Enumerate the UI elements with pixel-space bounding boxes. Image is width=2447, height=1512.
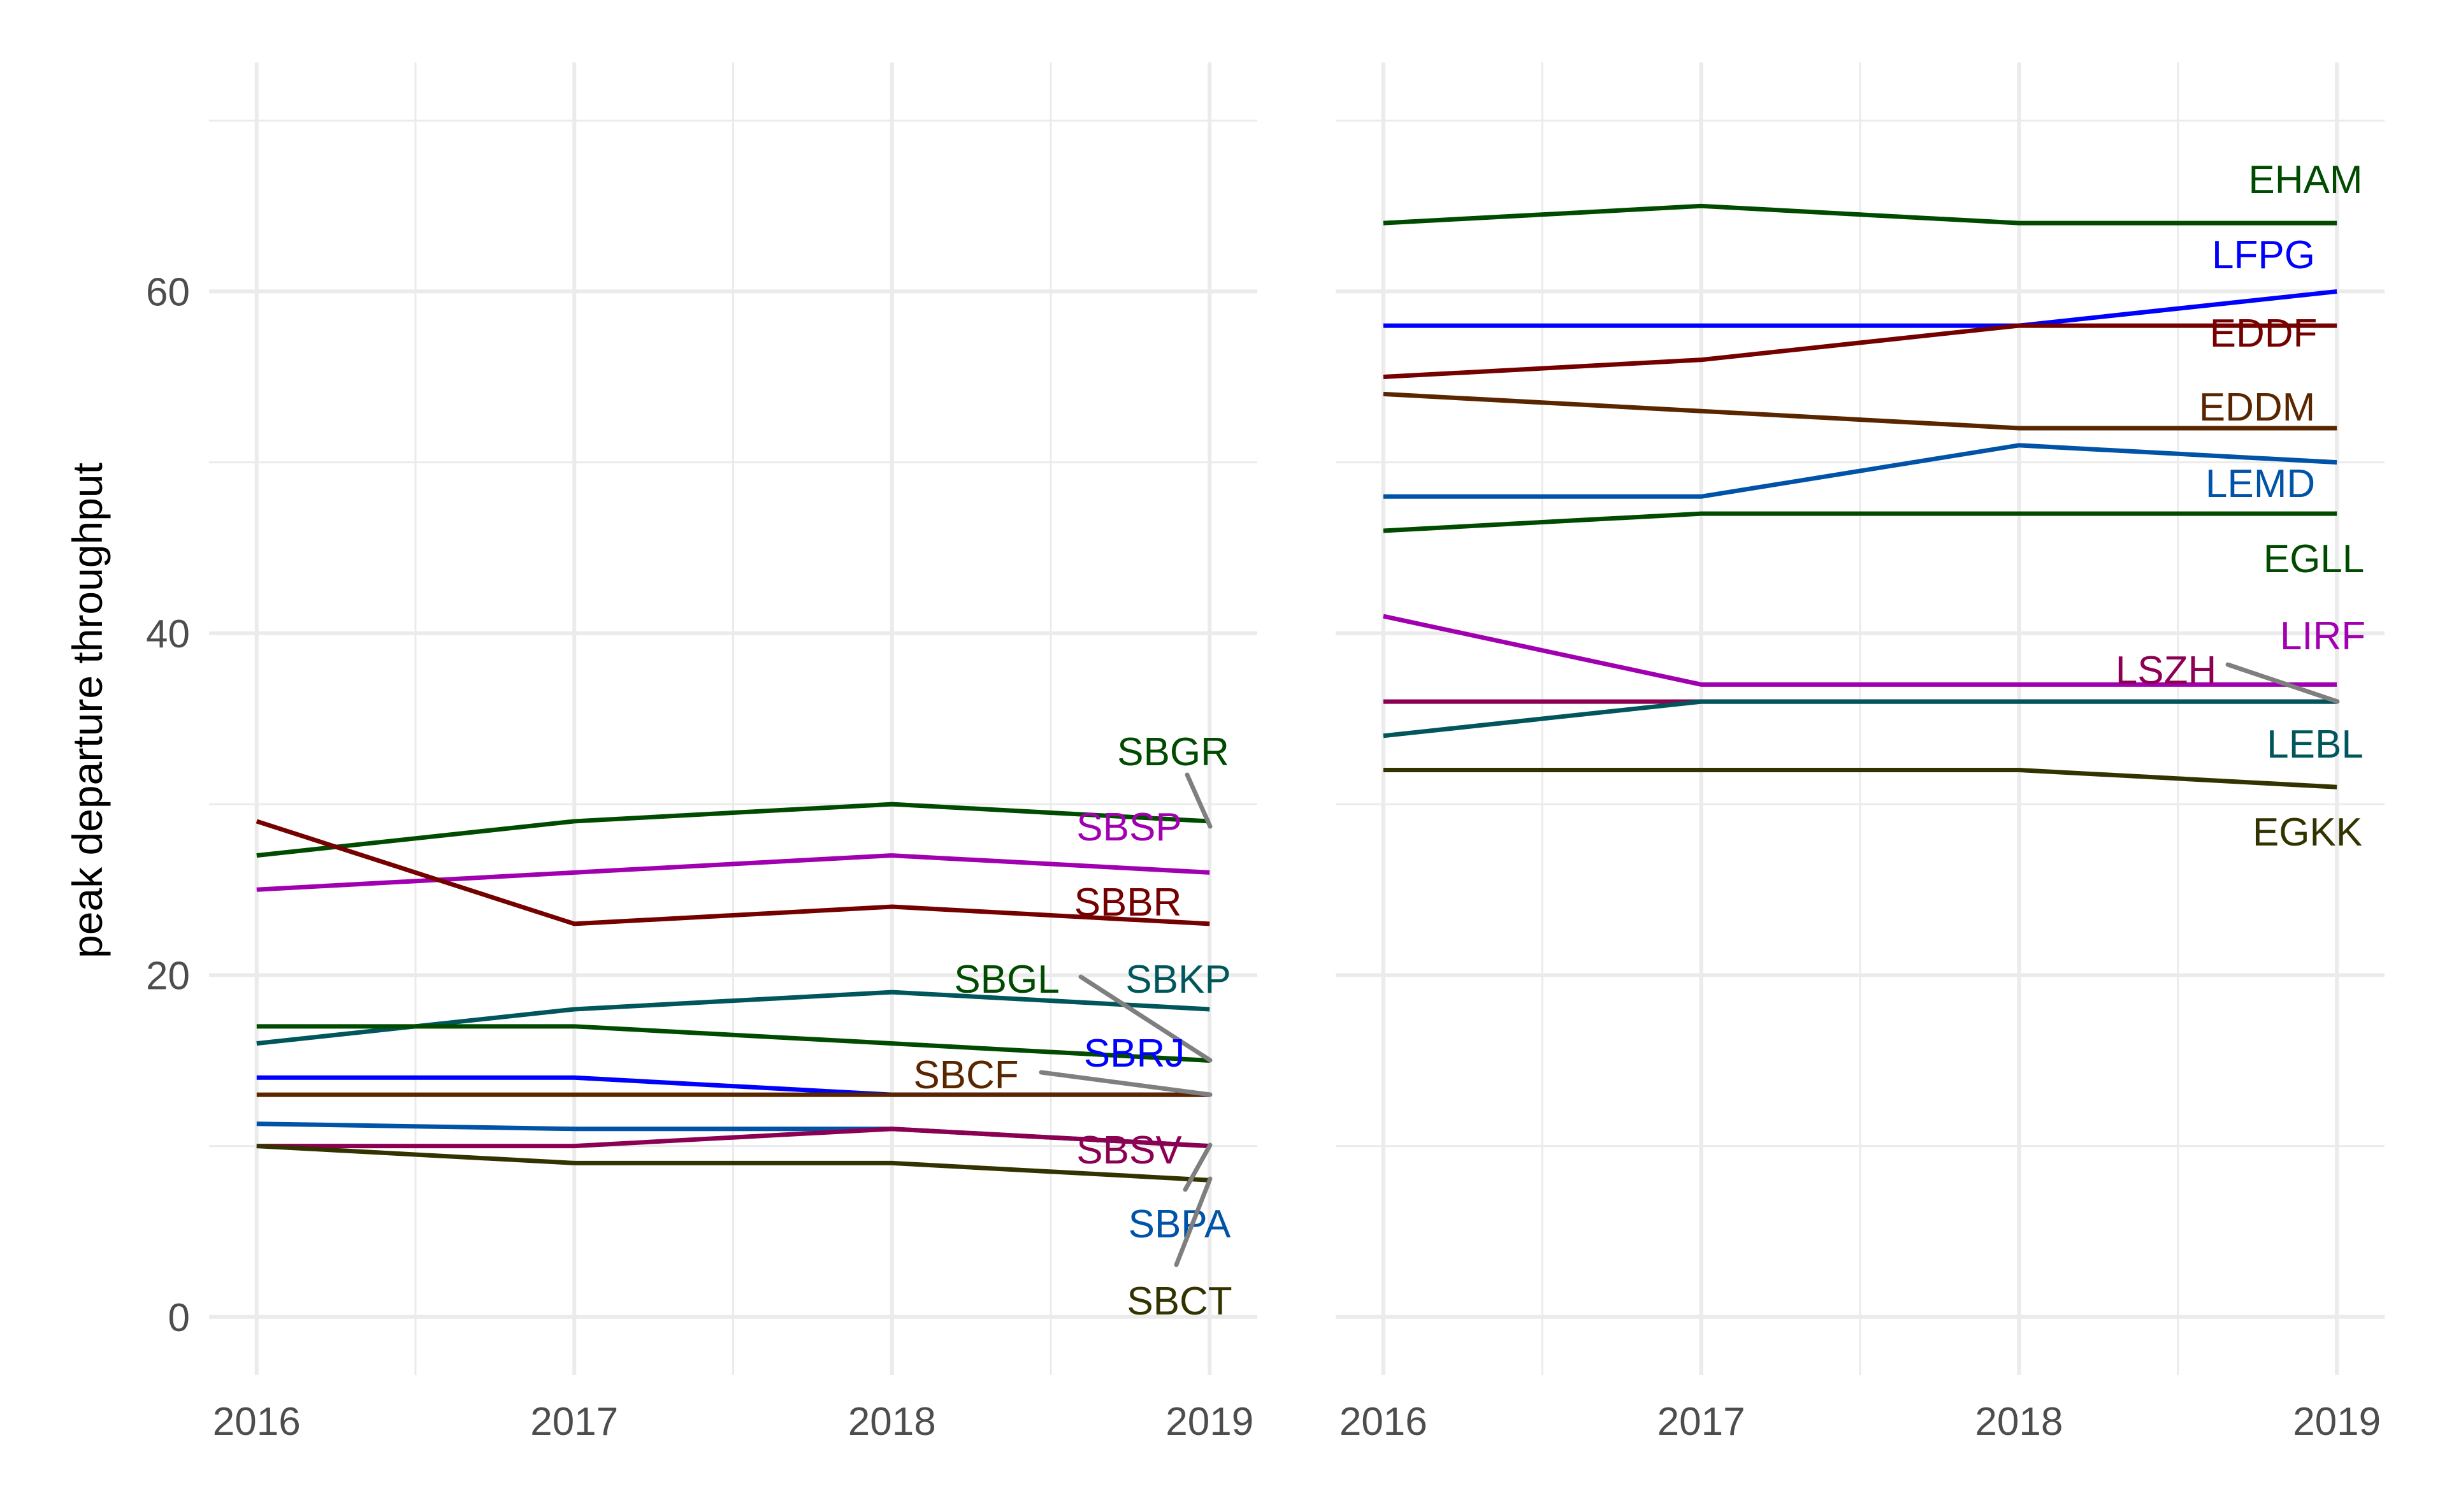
x-tick-label: 2016 bbox=[213, 1400, 301, 1444]
label-connector-sbpa bbox=[1183, 1142, 1213, 1192]
series-label-sbgl: SBGL bbox=[954, 958, 1059, 1002]
series-label-sbct: SBCT bbox=[1127, 1279, 1232, 1323]
series-label-eddf: EDDF bbox=[2210, 312, 2318, 356]
series-label-lszh: LSZH bbox=[2116, 649, 2216, 693]
series-label-lemd: LEMD bbox=[2205, 462, 2315, 506]
series-label-sbpa: SBPA bbox=[1129, 1202, 1231, 1246]
label-connector-lszh bbox=[2225, 662, 2340, 704]
series-label-sbrj: SBRJ bbox=[1084, 1032, 1185, 1076]
series-label-egll: EGLL bbox=[2263, 537, 2365, 581]
y-tick-label: 20 bbox=[146, 954, 190, 998]
y-tick-label: 60 bbox=[146, 270, 190, 314]
series-line-eddf bbox=[1383, 323, 2337, 380]
series-label-lebl: LEBL bbox=[2267, 723, 2364, 767]
series-line-lirf bbox=[1383, 614, 2337, 687]
panel-right: 2016 2017 2018 2019 EHAM LFPG EDDF EDDM LEMD EGLL… bbox=[1336, 62, 2385, 1444]
series-label-sbgr: SBGR bbox=[1117, 730, 1229, 774]
series-line-egkk bbox=[1383, 767, 2337, 789]
series-label-sbcf: SBCF bbox=[913, 1053, 1018, 1097]
x-tick-label: 2018 bbox=[1975, 1400, 2063, 1444]
series-label-egkk: EGKK bbox=[2253, 810, 2362, 854]
series-label-eddm: EDDM bbox=[2199, 385, 2316, 429]
y-tick-label: 0 bbox=[168, 1296, 190, 1340]
x-tick-label: 2017 bbox=[1657, 1400, 1745, 1444]
x-tick-label: 2016 bbox=[1339, 1400, 1427, 1444]
label-connector-sbct bbox=[1174, 1176, 1213, 1267]
label-connector-sbgr bbox=[1185, 772, 1213, 829]
series-label-eham: EHAM bbox=[2248, 158, 2362, 202]
y-tick-label: 40 bbox=[146, 612, 190, 656]
gridlines bbox=[209, 62, 1257, 1375]
series-label-lirf: LIRF bbox=[2280, 614, 2365, 658]
series-line-lemd bbox=[1383, 443, 2337, 499]
series-label-sbkp: SBKP bbox=[1125, 958, 1231, 1002]
x-tick-label: 2018 bbox=[848, 1400, 936, 1444]
series-line-sbsv bbox=[256, 1127, 1210, 1149]
series-label-sbsp: SBSP bbox=[1076, 805, 1181, 849]
series-line-sbgr bbox=[256, 802, 1210, 858]
series-line-sbgl bbox=[256, 1024, 1210, 1063]
y-axis-title: peak departure throughput bbox=[64, 463, 111, 958]
series-labels: SBGR SBSP SBBR SBKP SBGL SBRJ SBCF SBPA SBSV SBCT bbox=[913, 730, 1232, 1323]
series-labels: EHAM LFPG EDDF EDDM LEMD EGLL LIRF LSZH LEBL EGKK bbox=[2116, 158, 2365, 854]
label-connector-sbgl bbox=[1078, 974, 1213, 1063]
series-line-lfpg bbox=[1383, 289, 2337, 328]
series-line-sbsp bbox=[256, 853, 1210, 892]
series-lines bbox=[1383, 203, 2337, 789]
series-line-lebl bbox=[1383, 699, 2337, 738]
series-line-eham bbox=[1383, 203, 2337, 226]
x-tick-label: 2019 bbox=[2293, 1400, 2381, 1444]
series-line-sbct bbox=[256, 1144, 1210, 1183]
series-label-sbsv: SBSV bbox=[1076, 1128, 1182, 1172]
series-label-lfpg: LFPG bbox=[2212, 233, 2315, 277]
series-line-sbbr bbox=[256, 819, 1210, 926]
gridlines bbox=[1336, 62, 2385, 1375]
series-lines bbox=[256, 802, 1210, 1183]
series-label-sbbr: SBBR bbox=[1074, 881, 1182, 925]
label-connector-sbcf bbox=[1039, 1070, 1213, 1097]
x-tick-label: 2019 bbox=[1166, 1400, 1253, 1444]
x-tick-label: 2017 bbox=[530, 1400, 618, 1444]
series-line-egll bbox=[1383, 511, 2337, 533]
series-line-eddm bbox=[1383, 391, 2337, 431]
